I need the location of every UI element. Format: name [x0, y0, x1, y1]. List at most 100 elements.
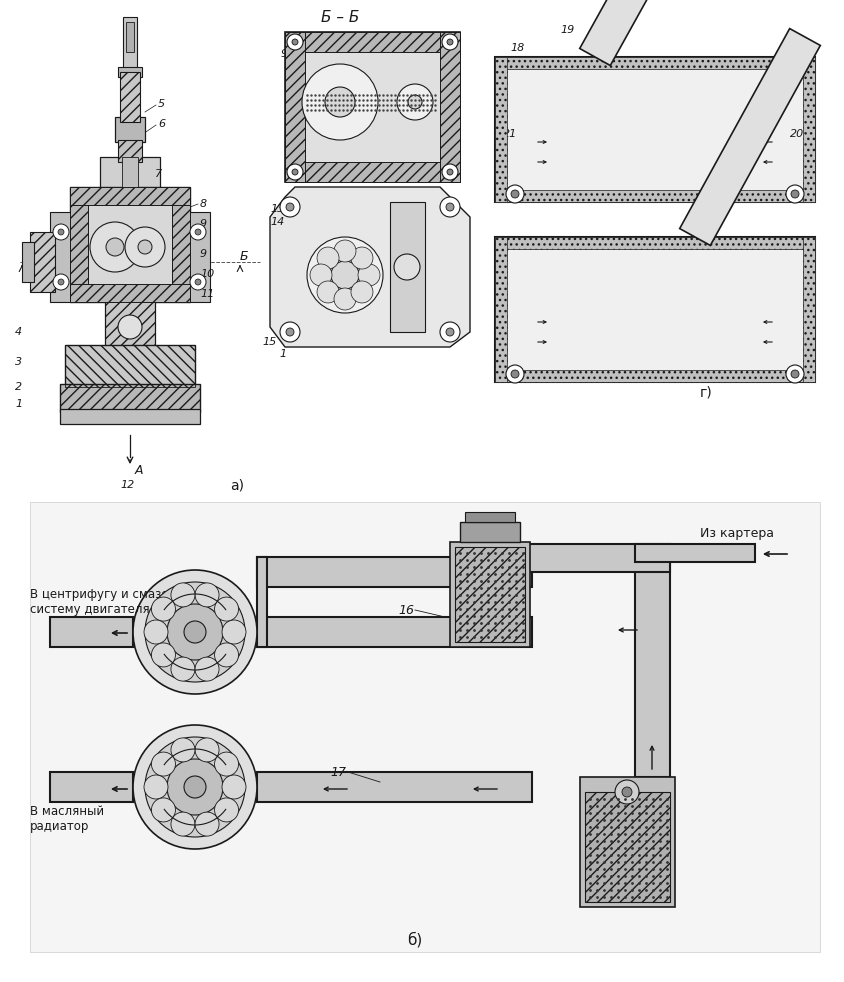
Circle shape: [310, 264, 332, 286]
Text: А: А: [135, 464, 143, 476]
Circle shape: [53, 274, 69, 290]
Text: 17: 17: [330, 766, 345, 779]
Circle shape: [621, 787, 631, 797]
Bar: [469, 544, 669, 572]
Text: б): б): [407, 932, 422, 948]
Text: 19: 19: [560, 25, 574, 35]
Bar: [584, 792, 669, 902]
Polygon shape: [495, 57, 814, 69]
Circle shape: [167, 759, 223, 815]
Circle shape: [790, 190, 798, 198]
Text: 6: 6: [158, 119, 165, 129]
Circle shape: [350, 281, 372, 303]
Polygon shape: [679, 28, 820, 246]
Text: 9: 9: [200, 219, 207, 229]
Text: 8: 8: [200, 199, 207, 209]
Circle shape: [133, 725, 257, 849]
Circle shape: [184, 621, 206, 643]
Circle shape: [151, 643, 176, 667]
Circle shape: [170, 657, 195, 682]
Circle shape: [301, 64, 377, 140]
Text: 12: 12: [120, 480, 134, 490]
Circle shape: [285, 203, 294, 211]
Circle shape: [195, 737, 219, 762]
Circle shape: [333, 288, 355, 310]
Circle shape: [350, 247, 372, 269]
Bar: [634, 557, 669, 802]
Circle shape: [143, 620, 168, 644]
Polygon shape: [495, 370, 814, 382]
Circle shape: [145, 582, 245, 682]
Bar: [495, 57, 814, 202]
Bar: [284, 32, 305, 182]
Circle shape: [190, 274, 206, 290]
Text: 7: 7: [154, 169, 162, 179]
Circle shape: [58, 279, 64, 285]
Text: Б: Б: [22, 249, 30, 262]
Text: 9: 9: [200, 249, 207, 259]
Bar: [390, 202, 425, 332]
Circle shape: [222, 620, 246, 644]
Polygon shape: [495, 237, 814, 249]
Circle shape: [279, 322, 300, 342]
Text: 18: 18: [510, 43, 523, 53]
Bar: [120, 72, 140, 122]
Circle shape: [279, 197, 300, 217]
Circle shape: [511, 370, 518, 378]
Bar: [172, 187, 190, 302]
Bar: [459, 522, 519, 542]
Circle shape: [53, 224, 69, 240]
Text: Б: Б: [240, 249, 248, 262]
Circle shape: [285, 328, 294, 336]
Bar: [22, 242, 34, 282]
Circle shape: [214, 752, 238, 776]
Circle shape: [790, 370, 798, 378]
Bar: [105, 299, 154, 347]
Bar: [30, 502, 819, 952]
Circle shape: [106, 238, 124, 256]
Bar: [257, 772, 532, 802]
Text: а): а): [230, 478, 244, 492]
Circle shape: [125, 227, 165, 267]
Circle shape: [292, 39, 298, 45]
Bar: [464, 512, 514, 522]
Bar: [65, 345, 195, 387]
Circle shape: [195, 657, 219, 682]
Polygon shape: [495, 190, 814, 202]
Circle shape: [195, 812, 219, 836]
Bar: [50, 212, 72, 302]
Bar: [100, 157, 160, 192]
Bar: [284, 32, 459, 182]
Circle shape: [393, 254, 419, 280]
Circle shape: [306, 237, 382, 313]
Text: А: А: [445, 199, 455, 214]
Text: 11: 11: [200, 289, 214, 299]
Circle shape: [214, 597, 238, 621]
Circle shape: [184, 776, 206, 798]
Polygon shape: [495, 57, 506, 202]
Bar: [257, 617, 532, 647]
Bar: [118, 67, 142, 77]
Text: 16: 16: [398, 604, 414, 617]
Text: 3: 3: [15, 357, 22, 367]
Circle shape: [511, 190, 518, 198]
Text: 21: 21: [502, 129, 517, 139]
Circle shape: [506, 365, 523, 383]
Bar: [60, 384, 200, 412]
Circle shape: [785, 365, 803, 383]
Circle shape: [397, 84, 432, 120]
Bar: [495, 237, 814, 382]
Text: 15: 15: [262, 337, 276, 347]
Circle shape: [170, 737, 195, 762]
Circle shape: [441, 34, 457, 50]
Circle shape: [316, 247, 338, 269]
Circle shape: [446, 169, 452, 175]
Bar: [634, 777, 669, 802]
Circle shape: [785, 185, 803, 203]
Circle shape: [170, 583, 195, 607]
Circle shape: [446, 203, 453, 211]
Bar: [118, 140, 142, 162]
Bar: [50, 617, 133, 647]
Bar: [70, 187, 190, 205]
Bar: [634, 544, 754, 562]
